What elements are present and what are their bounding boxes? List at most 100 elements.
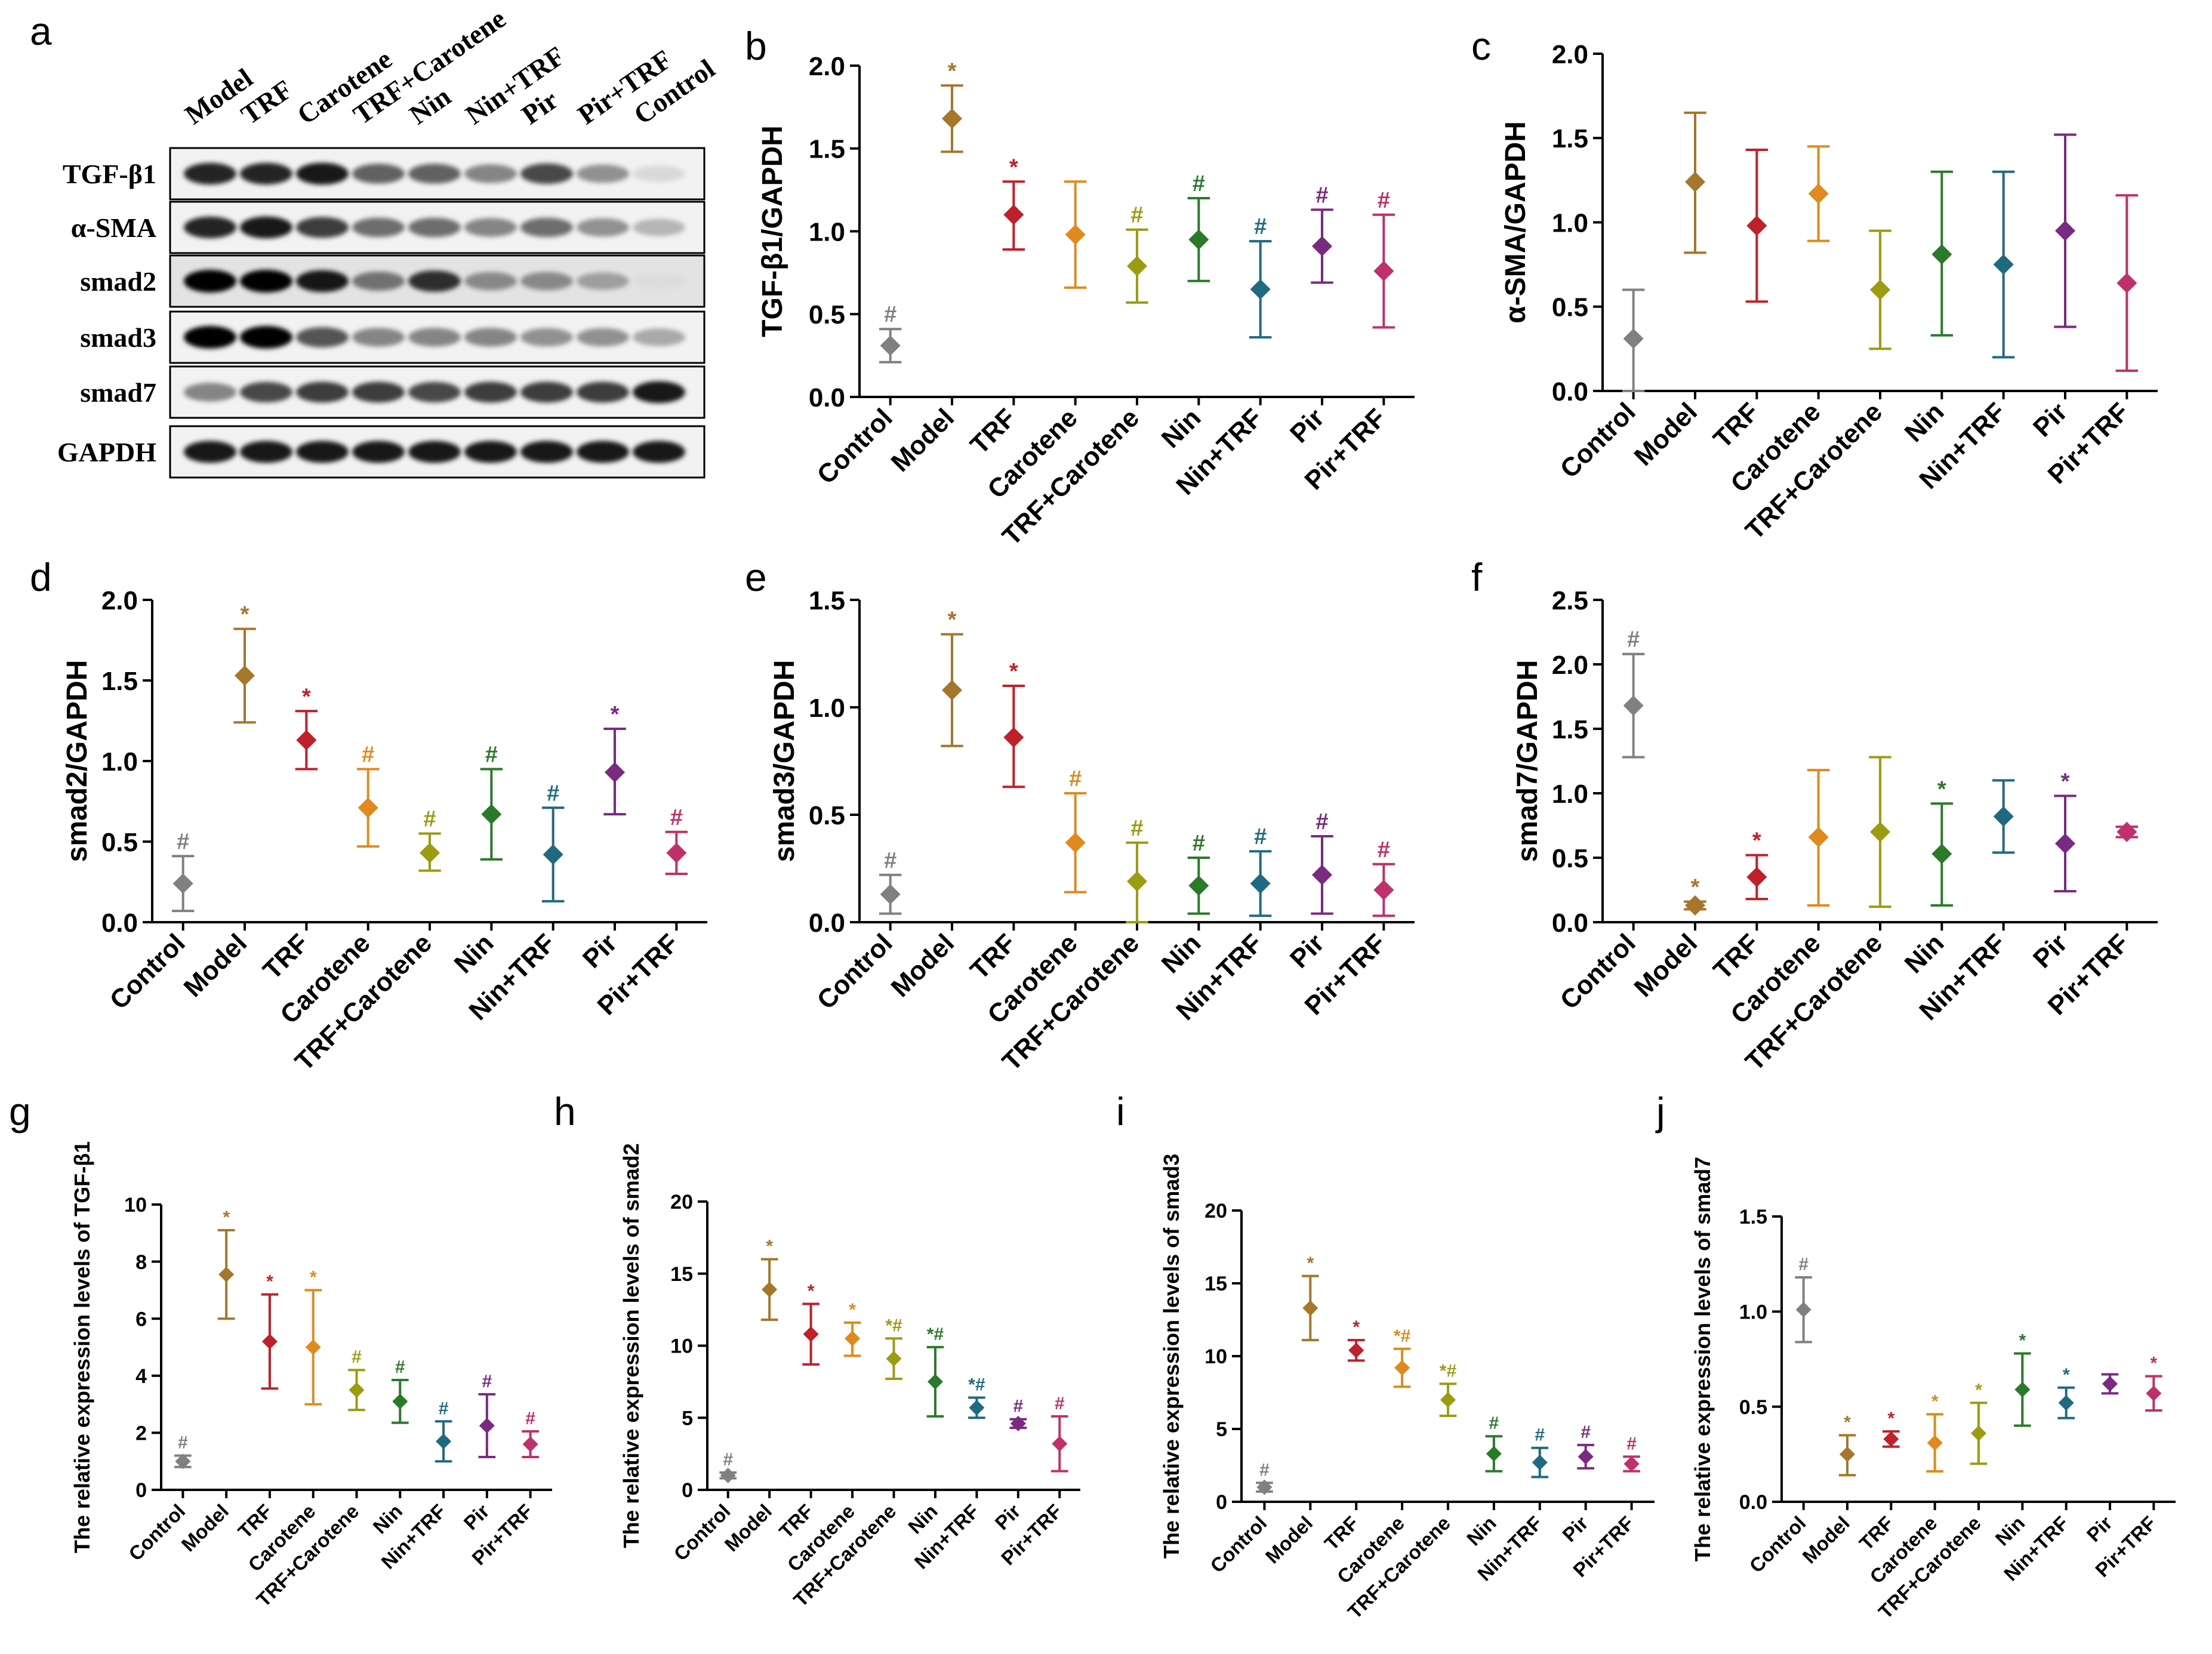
blot-band — [633, 441, 685, 463]
y-tick-label: 0.0 — [1552, 908, 1588, 938]
data-point — [1623, 328, 1644, 349]
significance-mark: * — [1009, 659, 1018, 684]
data-point — [1931, 843, 1952, 864]
blot-band — [296, 162, 349, 185]
y-axis-label: TGF-β1/GAPDH — [757, 125, 788, 337]
significance-mark: * — [1691, 874, 1700, 900]
data-point — [2058, 1395, 2074, 1411]
blot-row-label-3: smad3 — [80, 322, 156, 353]
data-point — [942, 108, 962, 129]
data-point — [2102, 1376, 2118, 1392]
panel-letter-e: e — [745, 555, 767, 599]
data-point — [481, 804, 502, 825]
x-tick-label: Nin — [1899, 928, 1950, 979]
data-point — [1065, 224, 1086, 245]
chart-e: 0.0 0.5 1.0 1.5 smad3/GAPDH Control # Model * TRF… — [769, 586, 1415, 1077]
significance-mark: # — [1798, 1255, 1809, 1274]
data-point — [1532, 1455, 1548, 1471]
x-tick-label: Control — [811, 928, 898, 1015]
panel-letter-h: h — [554, 1089, 576, 1134]
y-tick-label: 2.5 — [1552, 586, 1588, 615]
significance-mark: # — [1626, 1434, 1637, 1453]
chart-b: 0.0 0.5 1.0 1.5 2.0 TGF-β1/GAPDH Control # Model… — [757, 52, 1415, 552]
data-point — [1440, 1392, 1456, 1408]
x-tick-label: Nin — [1156, 403, 1207, 454]
y-axis-label: smad7/GAPDH — [1512, 660, 1544, 863]
x-tick-label: Control — [1554, 397, 1641, 483]
significance-mark: # — [485, 743, 498, 768]
blot-band — [633, 328, 685, 346]
y-tick-label: 1.5 — [1739, 1206, 1767, 1228]
data-point — [845, 1330, 861, 1347]
y-tick-label: 1.5 — [1552, 124, 1588, 153]
significance-mark: # — [1316, 183, 1328, 208]
blot-band — [464, 218, 517, 237]
panel-letters: a b c d e f g h i j — [9, 9, 1665, 1134]
data-point — [1685, 171, 1705, 192]
data-point — [218, 1267, 235, 1283]
data-point — [927, 1373, 943, 1390]
blot-band — [520, 217, 573, 238]
significance-mark: * — [2061, 769, 2070, 794]
significance-mark: * — [2150, 1354, 2157, 1373]
y-tick-label: 1.5 — [809, 135, 845, 164]
data-point — [1256, 1479, 1273, 1495]
blot-band — [352, 441, 405, 463]
significance-mark: * — [2019, 1330, 2026, 1350]
significance-mark: * — [849, 1300, 856, 1320]
data-point — [720, 1467, 736, 1483]
x-tick-label: Nin — [368, 1500, 406, 1538]
data-point — [880, 884, 901, 905]
blot-band — [520, 328, 573, 347]
blot-band — [520, 272, 573, 291]
significance-mark: # — [177, 829, 189, 854]
x-tick-label: Model — [178, 928, 253, 1003]
blot-band — [577, 441, 629, 463]
data-point — [420, 842, 440, 863]
y-tick-label: 0.5 — [1552, 293, 1588, 322]
significance-mark: * — [808, 1281, 815, 1301]
blot-band — [577, 218, 629, 237]
x-tick-label: Control — [670, 1500, 735, 1565]
data-point — [2146, 1385, 2162, 1402]
data-point — [1808, 827, 1829, 848]
significance-mark: # — [1193, 171, 1205, 196]
blot-band — [633, 218, 685, 236]
y-tick-label: 1.0 — [1739, 1301, 1767, 1324]
x-tick-label: Model — [1629, 397, 1703, 472]
blot-band — [352, 381, 405, 403]
significance-mark: # — [1069, 766, 1082, 791]
data-point — [522, 1436, 538, 1452]
blot-band — [408, 164, 461, 184]
blot-band — [520, 163, 573, 184]
data-point — [1250, 279, 1271, 300]
significance-mark: # — [1316, 809, 1328, 834]
blot-row-label-1: α-SMA — [71, 212, 156, 243]
panel-letter-f: f — [1471, 555, 1483, 599]
significance-mark: * — [310, 1267, 317, 1287]
y-tick-label: 0.5 — [1739, 1396, 1767, 1419]
blot-bands-3 — [184, 326, 685, 349]
y-tick-label: 1.5 — [1552, 715, 1588, 744]
blot-band — [184, 383, 236, 402]
significance-mark: *# — [885, 1316, 902, 1335]
y-tick-label: 2.0 — [809, 52, 845, 81]
significance-mark: * — [948, 58, 957, 84]
significance-mark: * — [766, 1237, 773, 1256]
chart-j: 0.0 0.5 1.0 1.5 The relative expression leve… — [1690, 1157, 2176, 1623]
panel-letter-a: a — [30, 9, 52, 53]
significance-mark: *# — [927, 1325, 944, 1344]
x-tick-label: Model — [720, 1500, 777, 1556]
data-point — [1250, 873, 1271, 894]
y-tick-label: 1.0 — [101, 747, 138, 777]
data-point — [880, 335, 901, 356]
data-point — [305, 1339, 321, 1355]
blot-band — [296, 270, 349, 292]
blot-band — [464, 441, 517, 463]
blot-bands-4 — [184, 381, 685, 404]
blot-band — [464, 164, 517, 183]
y-tick-label: 20 — [670, 1191, 693, 1213]
blot-band — [184, 270, 236, 292]
data-point — [1188, 875, 1209, 896]
significance-mark: # — [1130, 203, 1143, 228]
